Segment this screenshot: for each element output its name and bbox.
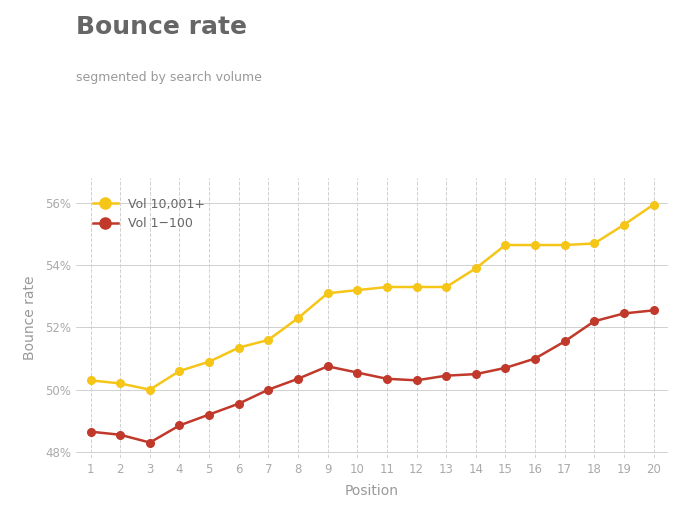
Vol 1−100 [353, 370, 361, 376]
Vol 10,001+ [323, 290, 331, 296]
Line: Vol 10,001+: Vol 10,001+ [87, 201, 657, 393]
X-axis label: Position: Position [345, 484, 399, 498]
Vol 1−100 [412, 377, 420, 383]
Y-axis label: Bounce rate: Bounce rate [23, 276, 37, 360]
Vol 1−100 [561, 338, 569, 345]
Vol 1−100 [620, 310, 628, 317]
Vol 10,001+ [175, 368, 183, 374]
Vol 1−100 [146, 439, 154, 445]
Vol 10,001+ [561, 242, 569, 248]
Legend: Vol 10,001+, Vol 1−100: Vol 10,001+, Vol 1−100 [88, 193, 210, 235]
Vol 10,001+ [205, 359, 214, 365]
Vol 10,001+ [442, 284, 451, 290]
Vol 10,001+ [620, 222, 628, 228]
Vol 10,001+ [649, 202, 657, 208]
Vol 10,001+ [265, 337, 273, 343]
Vol 1−100 [294, 376, 302, 382]
Vol 1−100 [87, 429, 95, 435]
Vol 1−100 [471, 371, 480, 377]
Line: Vol 1−100: Vol 1−100 [87, 306, 657, 446]
Vol 1−100 [649, 307, 657, 314]
Vol 1−100 [442, 373, 451, 379]
Vol 1−100 [116, 432, 125, 438]
Vol 10,001+ [116, 380, 125, 386]
Vol 10,001+ [353, 287, 361, 293]
Vol 1−100 [383, 376, 391, 382]
Vol 1−100 [501, 365, 509, 371]
Text: Bounce rate: Bounce rate [76, 15, 247, 39]
Vol 10,001+ [471, 265, 480, 271]
Vol 1−100 [205, 411, 214, 417]
Text: segmented by search volume: segmented by search volume [76, 71, 262, 84]
Vol 10,001+ [146, 387, 154, 393]
Vol 10,001+ [294, 315, 302, 321]
Vol 1−100 [234, 401, 243, 407]
Vol 10,001+ [590, 240, 598, 246]
Vol 10,001+ [412, 284, 420, 290]
Vol 10,001+ [501, 242, 509, 248]
Vol 1−100 [531, 355, 539, 361]
Vol 1−100 [175, 422, 183, 429]
Vol 10,001+ [87, 377, 95, 383]
Vol 10,001+ [383, 284, 391, 290]
Vol 1−100 [590, 318, 598, 324]
Vol 10,001+ [531, 242, 539, 248]
Vol 1−100 [323, 363, 331, 370]
Vol 1−100 [265, 387, 273, 393]
Vol 10,001+ [234, 345, 243, 351]
